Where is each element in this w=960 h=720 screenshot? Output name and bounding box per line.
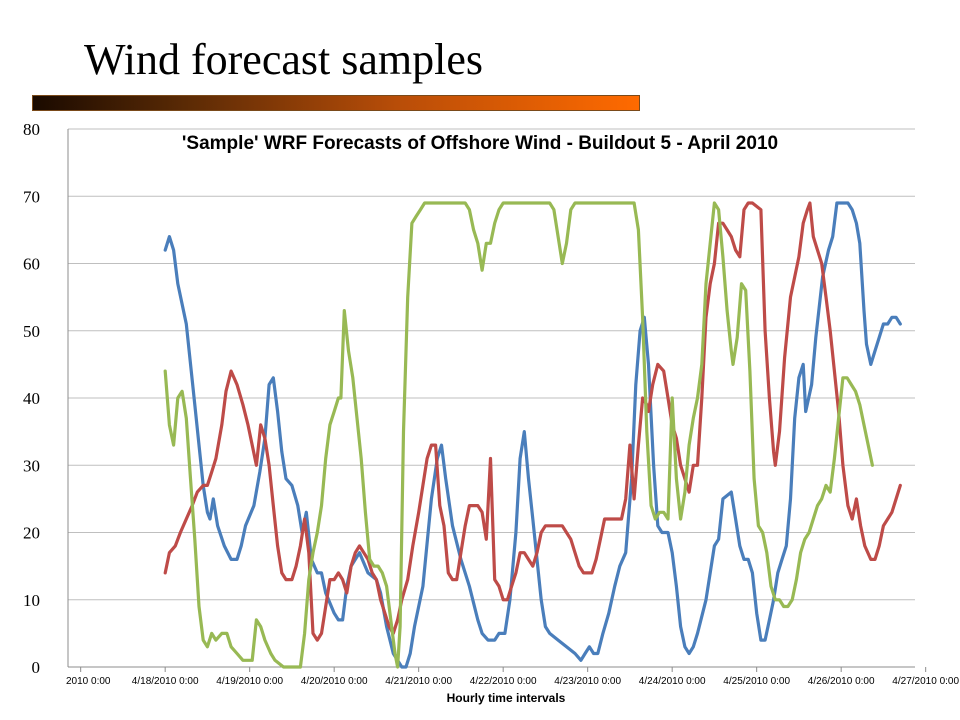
x-tick-label-10: 4/27/2010 0:00 [892,676,959,687]
chart-title-background [135,126,825,156]
x-axis-label: Hourly time intervals [447,691,566,705]
y-tick-label-0: 0 [32,658,41,677]
x-tick-label-5: 4/22/2010 0:00 [470,676,537,687]
slide-title: Wind forecast samples [84,35,483,84]
y-tick-label-50: 50 [23,322,40,341]
y-tick-label-80: 80 [23,120,40,139]
y-tick-labels: 0 10 20 30 40 50 60 70 80 [23,120,40,677]
y-tick-label-20: 20 [23,524,40,543]
y-tick-label-10: 10 [23,591,40,610]
x-tick-label-7: 4/24/2010 0:00 [639,676,706,687]
x-tick-label-6: 4/23/2010 0:00 [554,676,621,687]
wind-forecast-chart: 0 10 20 30 40 50 60 70 80 2010 0:00 4/18/2010 0:0… [23,120,959,705]
y-tick-label-70: 70 [23,187,40,206]
title-accent-bar [32,95,640,111]
series-line-3 [163,201,874,669]
x-tick-label-1: 4/18/2010 0:00 [132,676,199,687]
x-tick-label-9: 4/26/2010 0:00 [808,676,875,687]
series-line-1 [163,201,902,669]
x-tick-labels: 2010 0:00 4/18/2010 0:00 4/19/2010 0:00 4/2… [66,676,959,687]
x-tick-label-0: 2010 0:00 [66,676,111,687]
chart-title: 'Sample' WRF Forecasts of Offshore Wind … [182,133,778,154]
x-tick-label-3: 4/20/2010 0:00 [301,676,368,687]
series-line-2 [163,201,902,642]
y-tick-label-60: 60 [23,255,40,274]
y-tick-label-30: 30 [23,456,40,475]
x-tick-label-2: 4/19/2010 0:00 [216,676,283,687]
x-tick-label-8: 4/25/2010 0:00 [723,676,790,687]
x-tick-label-4: 4/21/2010 0:00 [385,676,452,687]
series-lines [163,201,902,669]
y-tick-label-40: 40 [23,389,40,408]
